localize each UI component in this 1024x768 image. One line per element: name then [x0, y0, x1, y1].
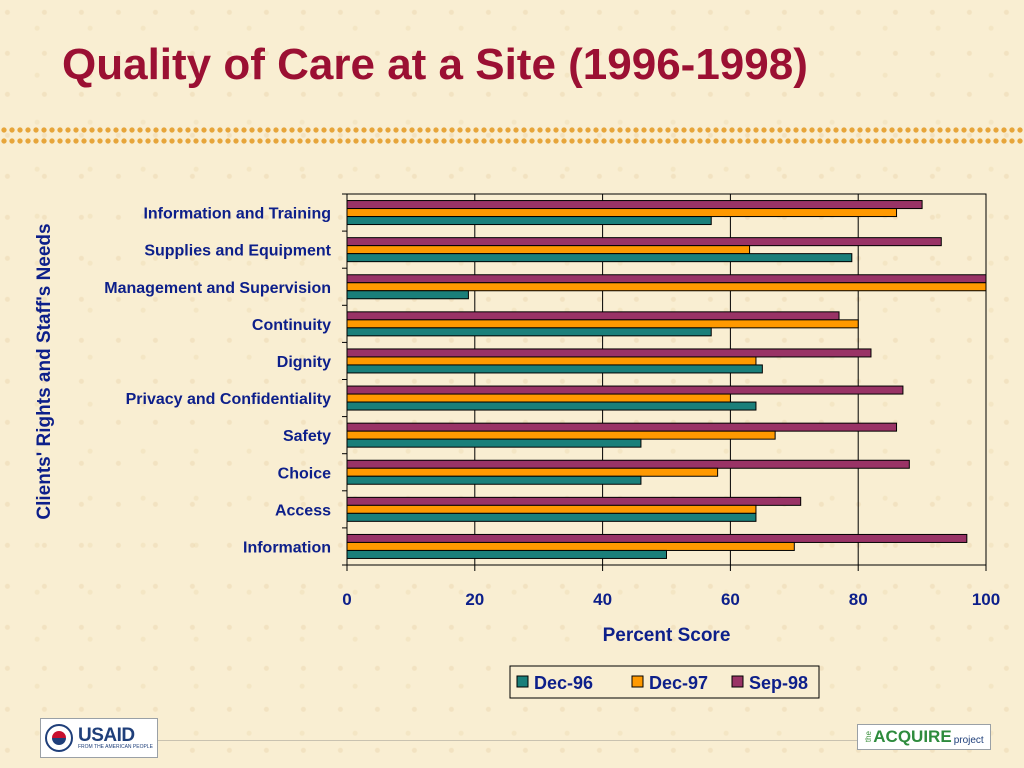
x-tick-label: 60 [721, 590, 740, 609]
bar-dec-96 [346, 512, 757, 522]
category-label: Information [243, 539, 331, 556]
category-label: Management and Supervision [104, 280, 331, 297]
acquire-logo-suffix: project [953, 734, 984, 746]
category-label: Access [275, 502, 331, 519]
usaid-logo-name: USAID [78, 725, 135, 746]
legend-swatch-dec-96 [516, 675, 529, 688]
bar-sep-98 [346, 237, 942, 247]
x-tick-label: 20 [465, 590, 484, 609]
x-tick-label: 80 [849, 590, 868, 609]
bar-chart: Information and Training Supplies and Equ… [34, 193, 1000, 699]
category-label: Dignity [277, 354, 331, 371]
bar-dec-97 [346, 393, 731, 403]
legend-label-dec-97: Dec-97 [649, 673, 708, 693]
bar-dec-96 [346, 216, 712, 226]
bar-dec-97 [346, 208, 898, 218]
bar-sep-98 [346, 496, 802, 506]
legend-swatch-sep-98 [731, 675, 744, 688]
x-axis-title: Percent Score [603, 625, 731, 646]
footer-divider [152, 740, 857, 741]
bar-dec-96 [346, 364, 763, 374]
acquire-logo-prefix: the [864, 731, 874, 743]
bar-dec-96 [346, 401, 757, 411]
acquire-logo: the ACQUIRE project [857, 724, 991, 750]
x-tick-label: 0 [342, 590, 351, 609]
bar-dec-97 [346, 467, 719, 477]
dotted-divider-bottom [0, 137, 1024, 145]
bar-sep-98 [346, 200, 923, 210]
usaid-logo: USAID FROM THE AMERICAN PEOPLE [40, 718, 158, 758]
bar-dec-97 [346, 356, 757, 366]
bar-sep-98 [346, 311, 840, 321]
bar-dec-96 [346, 549, 667, 559]
bar-sep-98 [346, 533, 968, 543]
legend-swatch-dec-97 [631, 675, 644, 688]
bar-sep-98 [346, 459, 910, 469]
legend-label-sep-98: Sep-98 [749, 673, 808, 693]
acquire-logo-name: ACQUIRE [873, 727, 952, 746]
usaid-logo-tagline: FROM THE AMERICAN PEOPLE [78, 744, 153, 750]
category-label: Privacy and Confidentiality [126, 391, 331, 408]
bar-sep-98 [346, 422, 898, 432]
legend-box [509, 665, 820, 699]
category-label: Choice [278, 465, 331, 482]
category-label: Supplies and Equipment [144, 243, 331, 260]
usaid-seal-icon [45, 724, 73, 752]
page-title: Quality of Care at a Site (1996-1998) [62, 40, 808, 89]
bar-dec-97 [346, 504, 757, 514]
bar-dec-96 [346, 290, 469, 300]
y-axis-title: Clients' Rights and Staff's Needs [34, 223, 55, 519]
bar-dec-97 [346, 282, 987, 292]
bar-dec-97 [346, 541, 795, 551]
bar-dec-96 [346, 253, 853, 263]
bar-dec-97 [346, 245, 751, 255]
bar-dec-97 [346, 319, 859, 329]
bar-dec-96 [346, 438, 642, 448]
legend-label-dec-96: Dec-96 [534, 673, 593, 693]
bar-sep-98 [346, 385, 904, 395]
category-label: Safety [283, 428, 331, 445]
bar-dec-97 [346, 430, 776, 440]
category-label: Continuity [252, 317, 331, 334]
bar-sep-98 [346, 274, 987, 284]
bar-dec-96 [346, 327, 712, 337]
bar-sep-98 [346, 348, 872, 358]
dotted-divider-top [0, 126, 1024, 134]
category-label: Information and Training [143, 206, 331, 223]
x-tick-label: 40 [593, 590, 612, 609]
x-tick-label: 100 [972, 590, 1000, 609]
bar-dec-96 [346, 475, 642, 485]
